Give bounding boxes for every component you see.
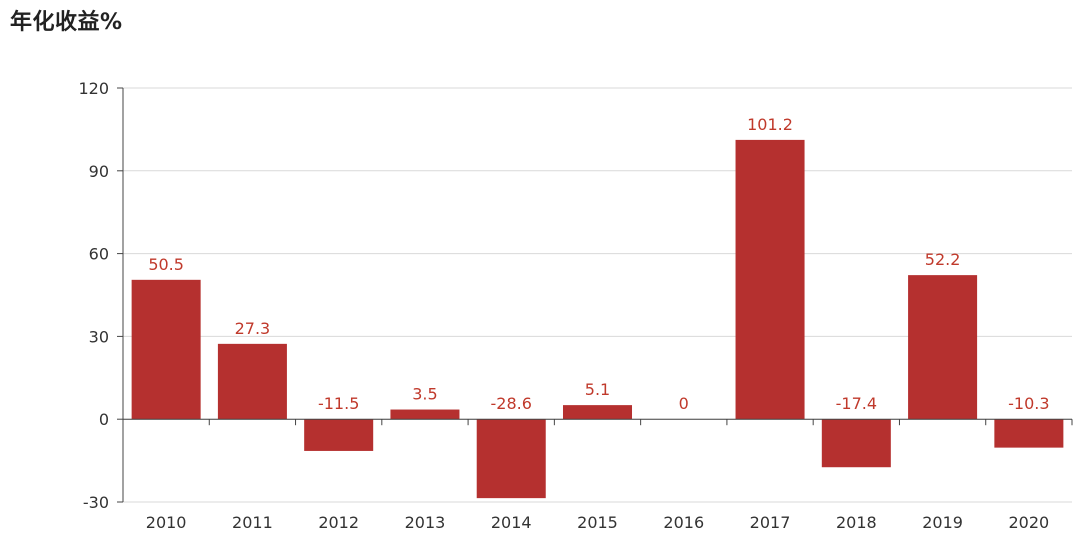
x-tick-label: 2018 [836,513,877,532]
x-tick-label: 2014 [491,513,532,532]
data-label-2011: 27.3 [235,319,271,338]
x-tick-label: 2015 [577,513,618,532]
bar-2018 [821,419,891,468]
bars [131,139,1064,499]
data-label-2016: 0 [679,394,689,413]
x-tick-label: 2020 [1009,513,1050,532]
bar-2014 [476,419,546,499]
data-label-2017: 101.2 [747,115,793,134]
bar-2012 [304,419,374,451]
data-label-2010: 50.5 [148,255,184,274]
bar-2010 [131,279,201,420]
data-label-2019: 52.2 [925,250,961,269]
x-tick-label: 2019 [922,513,963,532]
y-axis: -30 0 30 60 90 120 [78,79,124,512]
y-tick-label: 30 [89,327,109,346]
bar-2020 [994,419,1064,448]
x-tick-label: 2011 [232,513,273,532]
data-label-2014: -28.6 [491,394,532,413]
y-tick-label: 60 [89,245,109,264]
data-label-2020: -10.3 [1008,394,1049,413]
bar-2015 [562,405,633,420]
bar-2013 [390,409,460,420]
data-labels: 50.5 27.3 -11.5 3.5 -28.6 5.1 0 101.2 -17.4 52.2 -… [148,115,1049,413]
x-axis: 2010 2011 2012 2013 2014 2015 2016 2017 2018 2019… [122,418,1073,532]
data-label-2013: 3.5 [412,385,437,404]
x-tick-label: 2012 [318,513,359,532]
data-label-2012: -11.5 [318,394,359,413]
y-tick-label: 90 [89,162,109,181]
chart-title: 年化收益% [10,10,123,35]
x-tick-label: 2010 [146,513,187,532]
data-label-2015: 5.1 [585,380,610,399]
x-tick-label: 2017 [750,513,791,532]
x-tick-label: 2013 [405,513,446,532]
y-tick-label: 120 [78,79,109,98]
x-tick-label: 2016 [663,513,704,532]
y-tick-label: 0 [99,410,109,429]
y-tick-label: -30 [83,493,109,512]
bar-2017 [735,139,805,420]
bar-2011 [217,343,287,420]
data-label-2018: -17.4 [836,394,877,413]
bar-2019 [908,275,978,420]
